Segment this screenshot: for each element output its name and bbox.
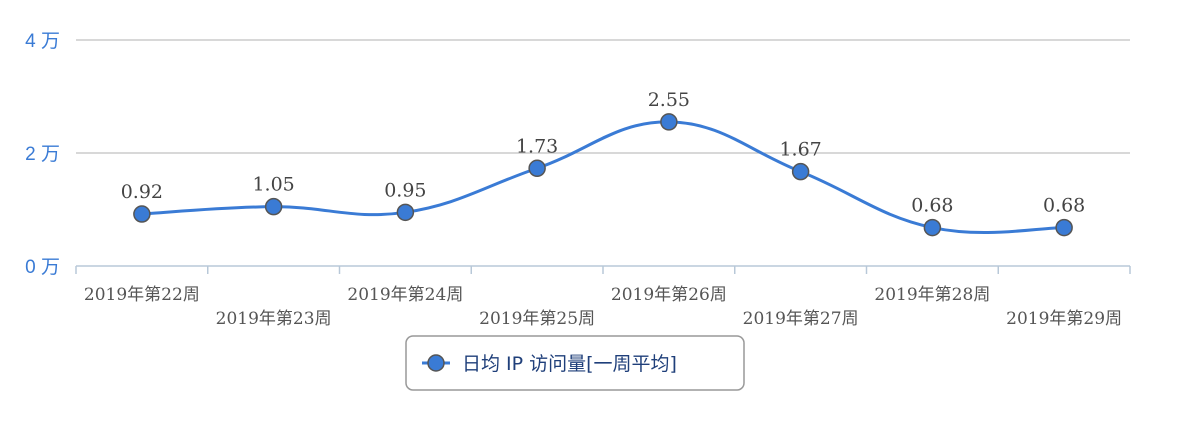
x-tick-label: 2019年第22周	[84, 285, 200, 305]
x-tick-label: 2019年第28周	[874, 285, 990, 305]
data-label: 0.68	[911, 195, 953, 217]
data-point[interactable]	[264, 197, 283, 216]
data-point[interactable]	[396, 203, 415, 222]
data-point[interactable]	[1055, 218, 1073, 237]
legend-box	[405, 335, 745, 391]
data-point[interactable]	[923, 218, 942, 237]
x-tick-label: 2019年第26周	[611, 285, 727, 305]
legend-marker-icon	[427, 354, 445, 372]
data-label: 0.68	[1043, 195, 1085, 217]
x-tick-label: 2019年第27周	[743, 309, 859, 329]
data-point[interactable]	[528, 159, 546, 178]
y-tick-label: 4 万	[25, 31, 60, 52]
data-label: 1.05	[252, 174, 294, 196]
data-label: 0.95	[384, 179, 426, 201]
series-line	[141, 120, 1065, 235]
x-axis: 2019年第22周 2019年第23周 2019年第24周 2019年第25周 2019…	[75, 265, 1131, 329]
legend[interactable]: 日均 IP 访问量[一周平均]	[405, 335, 745, 391]
y-axis: 0 万 2 万 4 万	[25, 31, 60, 278]
grid-lines	[76, 39, 1130, 154]
data-label: 1.67	[779, 139, 821, 161]
data-labels: 0.92 1.05 0.95 1.73 2.55 1.67 0.68 0.68	[121, 89, 1086, 217]
series-layer	[133, 113, 1073, 237]
x-tick-label: 2019年第29周	[1006, 309, 1122, 329]
data-label: 1.73	[516, 135, 558, 157]
data-label: 0.92	[121, 181, 163, 203]
y-tick-label: 0 万	[25, 257, 60, 278]
x-tick-label: 2019年第24周	[347, 285, 463, 305]
data-label: 2.55	[648, 89, 690, 111]
legend-entry[interactable]: 日均 IP 访问量[一周平均]	[462, 353, 677, 375]
data-point[interactable]	[133, 205, 151, 223]
data-point[interactable]	[660, 113, 678, 131]
x-tick-label: 2019年第25周	[479, 309, 595, 329]
data-point[interactable]	[791, 162, 810, 181]
x-tick-label: 2019年第23周	[216, 309, 332, 329]
y-tick-label: 2 万	[25, 144, 60, 165]
